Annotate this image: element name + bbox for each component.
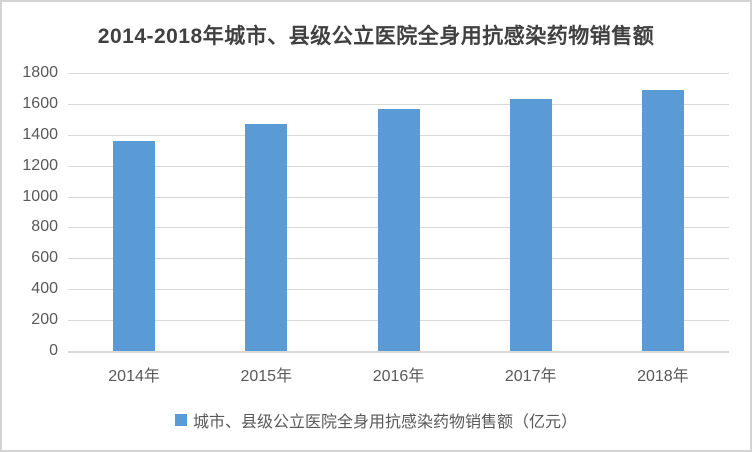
y-axis-tick-label: 800: [31, 218, 58, 236]
x-axis-tick-label: 2017年: [504, 368, 557, 385]
y-axis-tick-label: 1400: [22, 125, 58, 143]
x-axis: 2014年 2015年 2016年 2017年 2018年: [68, 362, 729, 385]
bar-2016年: [377, 108, 420, 351]
y-axis-tick-label: 400: [31, 280, 58, 298]
bar-2014年: [113, 140, 156, 351]
y-axis-tick-label: 600: [31, 249, 58, 267]
x-axis-tick-label: 2014年: [108, 368, 160, 385]
bar-2018年: [641, 90, 684, 351]
x-axis-line: [68, 351, 729, 353]
x-axis-tick-label: 2015年: [240, 368, 293, 385]
plot-area: [68, 73, 729, 353]
bar-2015年: [245, 123, 288, 351]
y-axis-tick-label: 0: [49, 342, 58, 359]
x-axis-tick-label: 2016年: [372, 368, 425, 385]
y-axis-tick-label: 1200: [22, 156, 58, 174]
chart-title: 2014-2018年城市、县级公立医院全身用抗感染药物销售额: [97, 25, 655, 48]
gridline: [68, 103, 729, 105]
y-axis-tick-label: 200: [31, 311, 58, 329]
x-axis-tick-label: 2018年: [637, 368, 689, 385]
y-axis-tick-label: 1000: [22, 187, 58, 205]
bar-2017年: [509, 99, 552, 351]
gridline: [68, 73, 729, 74]
legend: 城市、县级公立医院全身用抗感染药物销售额（亿元）: [2, 408, 750, 432]
y-axis-tick-label: 1600: [22, 94, 58, 112]
legend-marker-square-icon: [174, 414, 187, 426]
legend-label: 城市、县级公立医院全身用抗感染药物销售额（亿元）: [192, 414, 577, 431]
y-axis-tick-label: 1800: [22, 64, 58, 81]
